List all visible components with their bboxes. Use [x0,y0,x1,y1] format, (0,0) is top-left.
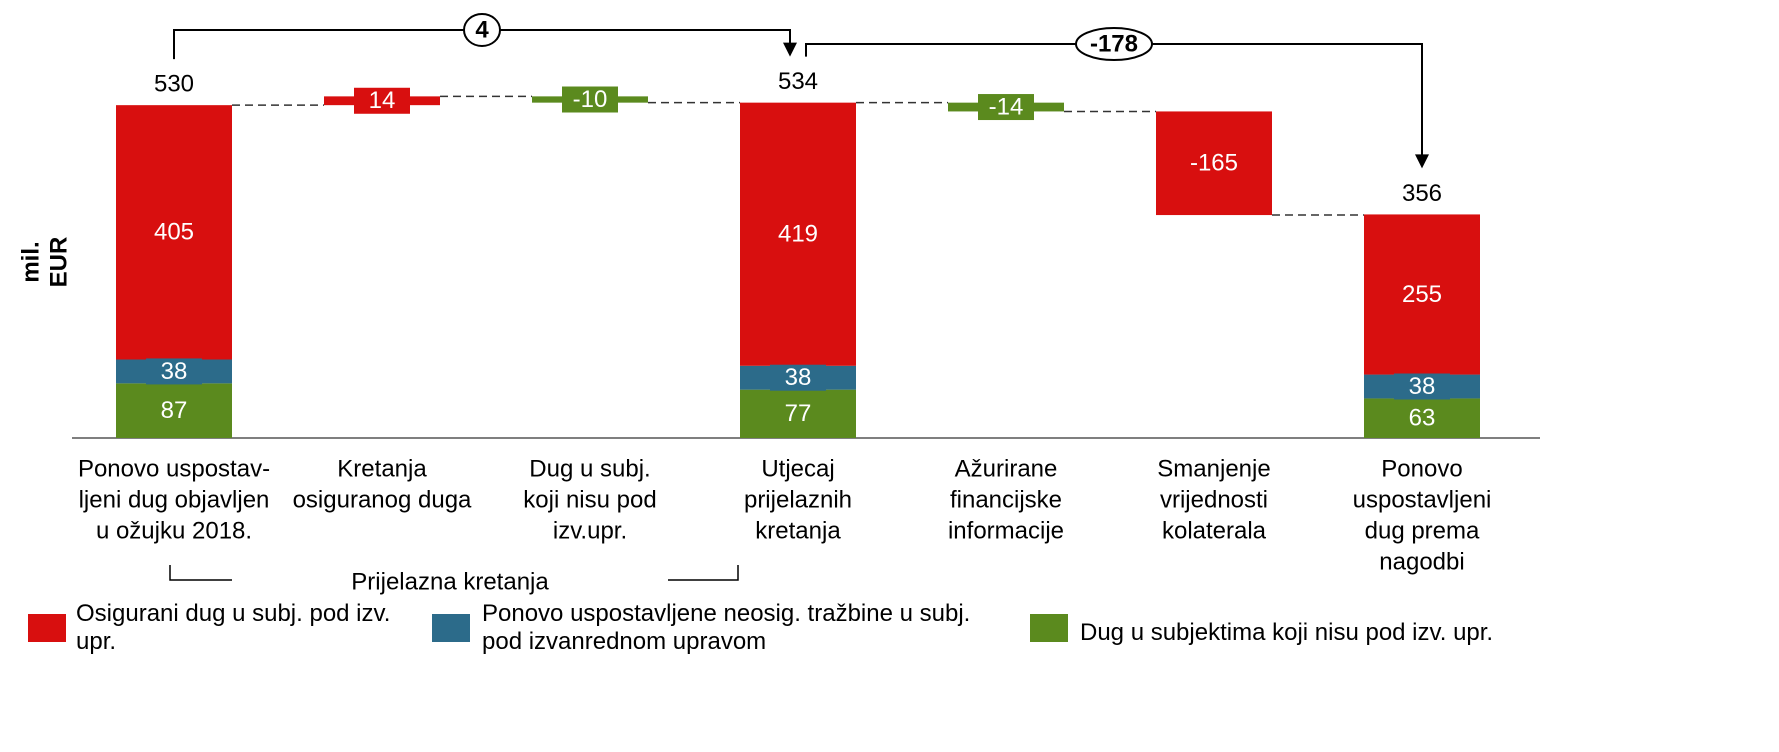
data-label: 419 [778,221,818,248]
data-label: 405 [154,219,194,246]
bar-segment [116,383,232,438]
x-tick-label: Kretanja [337,455,427,482]
x-tick-label: kretanja [755,517,841,544]
x-tick-label: financijske [950,486,1062,513]
data-label: 38 [785,364,812,391]
total-label: 534 [778,68,818,95]
bridge-arrow [783,42,797,57]
x-tick-label: informacije [948,517,1064,544]
legend-label: Osigurani dug u subj. pod izv. upr. [76,600,391,655]
bar-segment [740,102,856,366]
x-tick-label: dug prema [1365,517,1480,544]
x-tick-label: ljeni dug objavljen [79,486,270,513]
legend-label: Dug u subjektima koji nisu pod izv. upr. [1080,619,1494,646]
y-label: mil. EUR [17,237,72,288]
bridge-badge [463,13,501,47]
total-label: 530 [154,71,194,98]
x-tick-label: Ponovo uspostav- [78,455,270,482]
x-tick-label: kolaterala [1162,517,1267,544]
data-label: 14 [369,87,396,114]
y-label-line: EUR [45,237,72,288]
bar-segment [116,105,232,360]
total-label: 356 [1402,180,1442,207]
bar-segment [1364,398,1480,438]
label-box [562,86,618,113]
legend-swatch [28,614,66,642]
label-box [770,364,826,391]
data-label: 255 [1402,281,1442,308]
label-box [354,87,410,114]
legend-label: Ponovo uspostavljene neosig. tražbine u … [482,600,971,655]
data-label: 77 [785,400,812,427]
label-box [146,358,202,385]
legend-swatch [1030,614,1068,642]
x-tick-label: Ažurirane [955,455,1058,482]
x-tick-label: izv.upr. [553,517,627,544]
data-label: -14 [989,93,1024,120]
x-tick-label: Utjecaj [761,455,834,482]
bar-segment [1364,214,1480,375]
bridge-label: -178 [1090,30,1138,57]
x-tick-label: vrijednosti [1160,486,1268,513]
label-box [978,94,1034,121]
data-label: -165 [1190,150,1238,177]
y-label-line: mil. [17,241,44,282]
x-tick-label: u ožujku 2018. [96,517,252,544]
data-label: -10 [573,86,608,113]
legend-swatch [432,614,470,642]
bar-delta [1156,111,1272,216]
label-box [1394,373,1450,400]
data-label: 87 [161,397,188,424]
x-tick-label: uspostavljeni [1353,486,1492,513]
x-tick-label: Dug u subj. [529,455,650,482]
x-tick-label: osiguranog duga [293,486,472,513]
data-label: 63 [1409,405,1436,432]
bar-segment [740,389,856,438]
x-tick-label: Ponovo [1381,455,1462,482]
bridge-badge [1075,27,1153,61]
x-tick-label: Smanjenje [1157,455,1270,482]
bridge-arrow [1415,154,1429,169]
data-label: 38 [1409,373,1436,400]
group-label: Prijelazna kretanja [351,568,549,595]
bridge-label: 4 [475,16,489,43]
x-tick-label: koji nisu pod [523,486,656,513]
data-label: 38 [161,358,188,385]
x-tick-label: nagodbi [1379,548,1464,575]
group-bracket [169,565,739,581]
x-tick-label: prijelaznih [744,486,852,513]
